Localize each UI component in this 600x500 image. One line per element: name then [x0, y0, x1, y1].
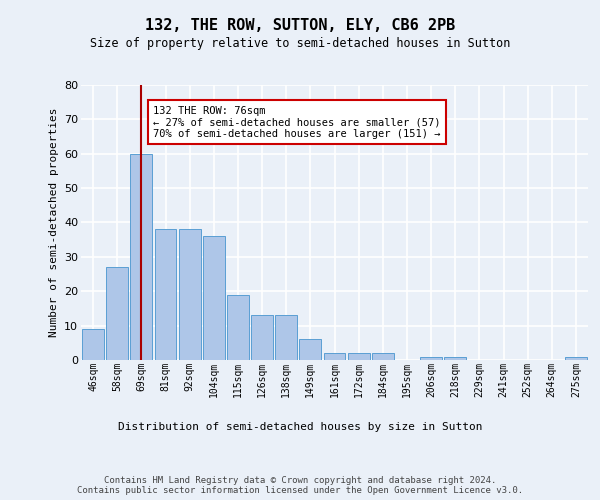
Text: 132 THE ROW: 76sqm
← 27% of semi-detached houses are smaller (57)
70% of semi-de: 132 THE ROW: 76sqm ← 27% of semi-detache…: [154, 106, 441, 139]
Bar: [275, 316, 297, 360]
Y-axis label: Number of semi-detached properties: Number of semi-detached properties: [49, 108, 59, 337]
Text: Size of property relative to semi-detached houses in Sutton: Size of property relative to semi-detach…: [90, 38, 510, 51]
Bar: [155, 230, 176, 360]
Bar: [227, 294, 249, 360]
Bar: [323, 353, 346, 360]
Text: Contains HM Land Registry data © Crown copyright and database right 2024.
Contai: Contains HM Land Registry data © Crown c…: [77, 476, 523, 495]
Bar: [372, 353, 394, 360]
Bar: [203, 236, 224, 360]
Bar: [565, 356, 587, 360]
Bar: [130, 154, 152, 360]
Bar: [348, 353, 370, 360]
Bar: [179, 230, 200, 360]
Bar: [106, 267, 128, 360]
Bar: [420, 356, 442, 360]
Bar: [299, 340, 321, 360]
Text: 132, THE ROW, SUTTON, ELY, CB6 2PB: 132, THE ROW, SUTTON, ELY, CB6 2PB: [145, 18, 455, 32]
Bar: [445, 356, 466, 360]
Bar: [82, 329, 104, 360]
Text: Distribution of semi-detached houses by size in Sutton: Distribution of semi-detached houses by …: [118, 422, 482, 432]
Bar: [251, 316, 273, 360]
